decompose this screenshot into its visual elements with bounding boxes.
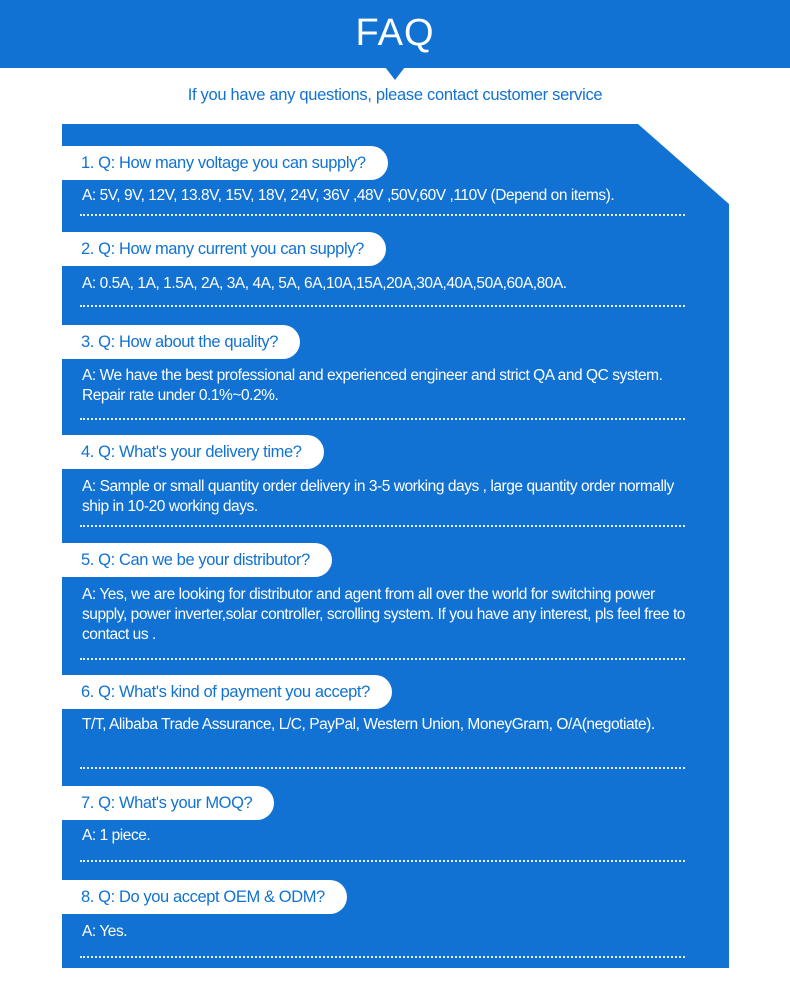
page-title: FAQ bbox=[355, 12, 435, 54]
faq-question-2: 2. Q: How many current you can supply? bbox=[62, 232, 386, 266]
divider bbox=[80, 860, 685, 862]
faq-question-7: 7. Q: What's your MOQ? bbox=[62, 786, 275, 820]
faq-answer-2: A: 0.5A, 1A, 1.5A, 2A, 3A, 4A, 5A, 6A,10… bbox=[82, 275, 567, 292]
faq-answer-3: A: We have the best professional and exp… bbox=[82, 367, 663, 404]
header-pointer bbox=[385, 67, 405, 80]
divider bbox=[80, 418, 685, 420]
divider bbox=[80, 305, 685, 307]
faq-question-3: 3. Q: How about the quality? bbox=[62, 325, 301, 359]
divider bbox=[80, 658, 685, 660]
divider bbox=[80, 214, 685, 216]
divider bbox=[80, 956, 685, 958]
faq-answer-5: A: Yes, we are looking for distributor a… bbox=[82, 586, 685, 643]
faq-header: FAQ bbox=[0, 0, 790, 68]
faq-question-8: 8. Q: Do you accept OEM & ODM? bbox=[62, 880, 347, 914]
faq-answer-4: A: Sample or small quantity order delive… bbox=[82, 478, 674, 515]
subtitle: If you have any questions, please contac… bbox=[187, 86, 603, 104]
faq-question-1: 1. Q: How many voltage you can supply? bbox=[62, 146, 388, 180]
divider bbox=[80, 767, 685, 769]
faq-answer-8: A: Yes. bbox=[82, 923, 128, 940]
faq-answer-7: A: 1 piece. bbox=[82, 827, 151, 844]
faq-answer-6: T/T, Alibaba Trade Assurance, L/C, PayPa… bbox=[82, 716, 655, 733]
faq-question-4: 4. Q: What's your delivery time? bbox=[62, 435, 324, 469]
faq-answer-1: A: 5V, 9V, 12V, 13.8V, 15V, 18V, 24V, 36… bbox=[82, 187, 615, 204]
faq-question-5: 5. Q: Can we be your distributor? bbox=[62, 543, 332, 577]
divider bbox=[80, 525, 685, 527]
faq-question-6: 6. Q: What's kind of payment you accept? bbox=[62, 675, 392, 709]
